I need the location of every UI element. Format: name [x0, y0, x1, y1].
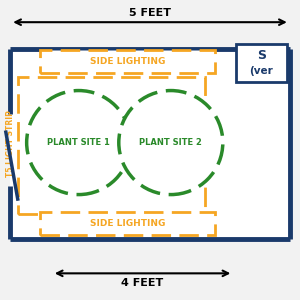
Text: 4 FEET: 4 FEET — [122, 278, 164, 288]
Bar — [236, 44, 287, 82]
Bar — [40, 50, 215, 73]
Bar — [18, 77, 205, 214]
Text: S: S — [257, 49, 266, 62]
Bar — [10, 49, 290, 239]
Circle shape — [119, 91, 223, 195]
Circle shape — [27, 91, 131, 195]
Text: SIDE LIGHTING: SIDE LIGHTING — [90, 219, 165, 228]
Bar — [40, 212, 215, 235]
Text: (ver: (ver — [250, 66, 273, 76]
Text: PLANT SITE 2: PLANT SITE 2 — [140, 138, 202, 147]
Text: T5 LIGHT STRIP: T5 LIGHT STRIP — [6, 111, 15, 178]
Text: SIDE LIGHTING: SIDE LIGHTING — [90, 57, 165, 66]
Text: PLANT SITE 1: PLANT SITE 1 — [47, 138, 110, 147]
Text: 5 FEET: 5 FEET — [129, 8, 171, 18]
